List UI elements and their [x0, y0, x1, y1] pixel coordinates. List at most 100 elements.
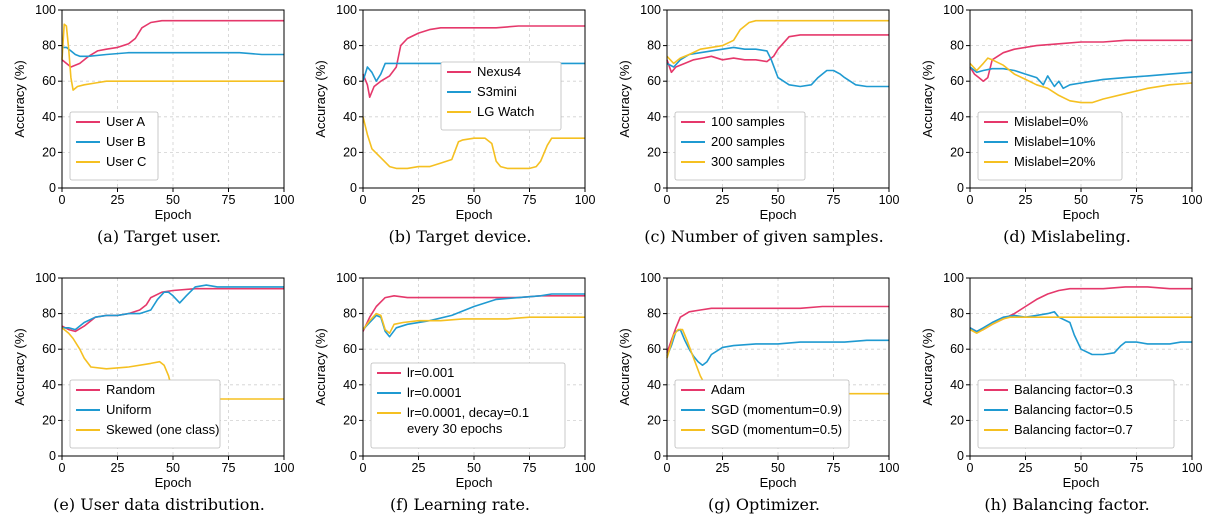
legend: Mislabel=0% Mislabel=10% Mislabel=20% [977, 111, 1123, 181]
x-tick-label: 75 [523, 461, 537, 475]
figure-caption: (e) User data distribution. [53, 495, 265, 514]
y-axis-label: Accuracy (%) [313, 328, 328, 405]
y-tick-label: 60 [42, 74, 56, 88]
legend-box [69, 379, 221, 449]
legend-entry: Balancing factor=0.5 [1014, 402, 1133, 417]
x-tick-label: 25 [716, 193, 730, 207]
x-tick-label: 50 [1074, 461, 1088, 475]
y-tick-label: 80 [950, 307, 964, 321]
x-axis-label: Epoch [1063, 207, 1100, 222]
legend-box [977, 379, 1175, 449]
y-axis-label: Accuracy (%) [12, 60, 27, 137]
figure-caption: (h) Balancing factor. [984, 495, 1149, 514]
x-tick-label: 50 [166, 461, 180, 475]
series-line-red [61, 19, 284, 68]
y-tick-label: 80 [950, 39, 964, 53]
y-tick-label: 80 [647, 39, 661, 53]
legend-entry: Balancing factor=0.3 [1014, 382, 1133, 397]
y-tick-label: 0 [350, 181, 357, 195]
legend-entry: User C [106, 154, 146, 169]
y-tick-label: 20 [647, 145, 661, 159]
legend-entry: Mislabel=10% [1014, 134, 1096, 149]
x-tick-label: 25 [1019, 461, 1033, 475]
y-tick-label: 0 [49, 449, 56, 463]
legend-entry: Nexus4 [477, 64, 521, 79]
x-axis-label: Epoch [760, 207, 797, 222]
y-tick-label: 100 [336, 3, 357, 17]
legend-box [370, 362, 566, 449]
series-line-red [362, 25, 585, 98]
legend-box [674, 111, 806, 181]
series-line-yellow [969, 57, 1193, 104]
x-tick-label: 25 [111, 193, 125, 207]
legend: Nexus4 S3mini LG Watch [440, 61, 562, 131]
x-tick-label: 75 [1130, 461, 1144, 475]
y-tick-label: 100 [336, 271, 357, 285]
y-tick-label: 0 [49, 181, 56, 195]
y-tick-label: 100 [640, 271, 661, 285]
x-tick-label: 100 [1182, 461, 1203, 475]
x-axis-label: Epoch [456, 475, 493, 490]
series-line-yellow [362, 116, 585, 170]
x-axis-label: Epoch [155, 207, 192, 222]
chart-panel-d: 0 25 50 75 100 0 20 40 60 80 100 Epoch Accuracy (%) M… [920, 3, 1202, 246]
y-tick-label: 40 [647, 378, 661, 392]
chart-panel-a: 0 25 50 75 100 0 20 40 60 80 100 Epoch Accuracy (%) U… [12, 3, 294, 246]
y-tick-label: 40 [42, 378, 56, 392]
x-tick-label: 100 [879, 461, 900, 475]
y-tick-label: 0 [957, 449, 964, 463]
x-tick-label: 75 [222, 193, 236, 207]
x-axis-label: Epoch [1063, 475, 1100, 490]
y-tick-label: 80 [42, 39, 56, 53]
y-tick-label: 60 [950, 342, 964, 356]
y-tick-label: 0 [654, 181, 661, 195]
y-tick-label: 0 [350, 449, 357, 463]
legend-entry: Mislabel=0% [1014, 114, 1089, 129]
legend-entry: 300 samples [711, 154, 785, 169]
x-tick-label: 0 [967, 193, 974, 207]
x-tick-label: 75 [222, 461, 236, 475]
figure-caption: (f) Learning rate. [390, 495, 530, 514]
x-tick-label: 0 [967, 461, 974, 475]
y-axis-label: Accuracy (%) [920, 328, 935, 405]
y-tick-label: 100 [640, 3, 661, 17]
y-tick-label: 20 [950, 145, 964, 159]
x-axis-label: Epoch [456, 207, 493, 222]
chart-panel-f: 0 25 50 75 100 0 20 40 60 80 100 Epoch Accuracy (%) l… [313, 271, 595, 514]
legend: lr=0.001 lr=0.0001 lr=0.0001, decay=0.1 eve… [370, 362, 566, 449]
x-tick-label: 100 [575, 193, 596, 207]
x-tick-label: 50 [166, 193, 180, 207]
y-tick-label: 20 [343, 145, 357, 159]
y-tick-label: 100 [35, 271, 56, 285]
y-tick-label: 60 [647, 342, 661, 356]
x-tick-label: 50 [467, 193, 481, 207]
y-tick-label: 60 [950, 74, 964, 88]
y-tick-label: 20 [42, 145, 56, 159]
y-tick-label: 40 [950, 378, 964, 392]
legend-entry: LG Watch [477, 104, 534, 119]
x-tick-label: 75 [827, 461, 841, 475]
x-tick-label: 25 [1019, 193, 1033, 207]
y-tick-label: 80 [42, 307, 56, 321]
y-axis-label: Accuracy (%) [617, 60, 632, 137]
figure-caption: (b) Target device. [388, 227, 531, 246]
x-tick-label: 0 [360, 193, 367, 207]
chart-panel-b: 0 25 50 75 100 0 20 40 60 80 100 Epoch Accuracy (%) N… [313, 3, 595, 246]
legend-entry: lr=0.001 [407, 365, 454, 380]
x-tick-label: 50 [467, 461, 481, 475]
y-tick-label: 100 [35, 3, 56, 17]
series-line-blue [666, 46, 889, 88]
x-tick-label: 0 [664, 461, 671, 475]
y-tick-label: 20 [42, 413, 56, 427]
x-tick-label: 100 [1182, 193, 1203, 207]
x-tick-label: 25 [111, 461, 125, 475]
legend: User A User B User C [69, 111, 159, 181]
series-line-red [969, 39, 1192, 82]
chart-panel-c: 0 25 50 75 100 0 20 40 60 80 100 Epoch Accuracy (%) 1… [617, 3, 899, 246]
x-tick-label: 50 [771, 461, 785, 475]
legend: Random Uniform Skewed (one class) [69, 379, 221, 449]
legend-entry: User A [106, 114, 145, 129]
series-line-red [666, 34, 889, 74]
series-line-yellow [969, 316, 1192, 334]
series-line-red [666, 305, 889, 354]
